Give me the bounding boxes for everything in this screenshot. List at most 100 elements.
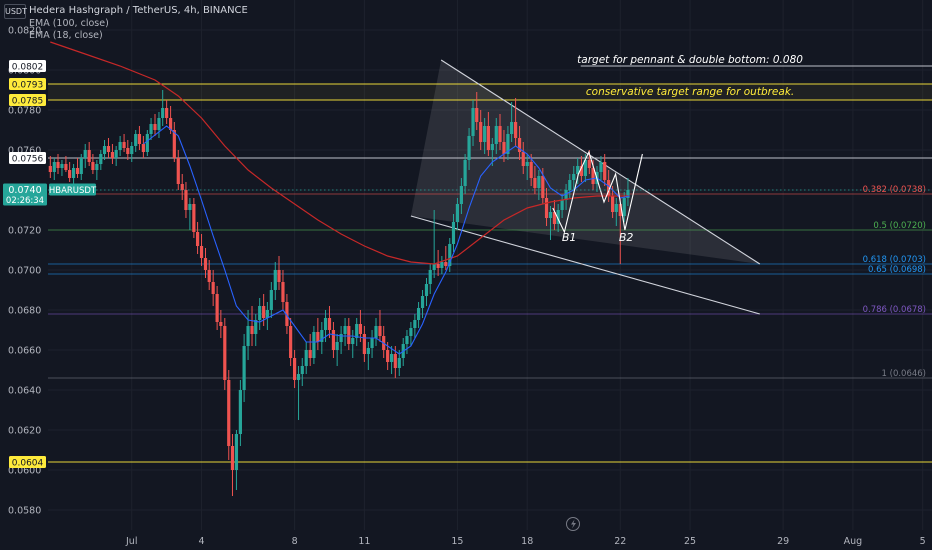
candle-body xyxy=(560,200,564,210)
x-axis-tick-label: 18 xyxy=(521,536,533,547)
candle xyxy=(223,318,227,390)
candle-body xyxy=(312,332,316,358)
legend-ema100[interactable]: EMA (100, close) xyxy=(29,18,109,29)
candle xyxy=(106,138,111,158)
y-axis-tick-label: 0.0600 xyxy=(8,466,41,477)
y-axis-tick-label: 0.0580 xyxy=(8,506,41,517)
candle xyxy=(83,144,87,168)
candle-body xyxy=(161,108,165,118)
candle-body xyxy=(440,262,444,268)
candle xyxy=(459,178,463,214)
candle-body xyxy=(393,354,397,368)
candle xyxy=(455,198,460,230)
candle xyxy=(102,140,107,160)
candle xyxy=(296,366,301,420)
candle xyxy=(374,318,378,346)
candle-body xyxy=(459,186,463,204)
candle-body xyxy=(242,346,246,390)
candle xyxy=(552,200,557,230)
candle xyxy=(79,154,83,180)
candle-body xyxy=(215,294,219,322)
candle-body xyxy=(60,164,64,168)
candle-body xyxy=(172,130,176,158)
candle xyxy=(188,198,192,230)
candle-body xyxy=(467,136,471,160)
pennant-lower-line xyxy=(410,215,761,315)
candle-body xyxy=(579,166,584,176)
candle-body xyxy=(254,320,258,334)
candle-body xyxy=(517,138,522,152)
y-axis-tick-label: 0.0660 xyxy=(8,346,41,357)
candle xyxy=(110,144,115,164)
legend-ema18[interactable]: EMA (18, close) xyxy=(29,30,103,41)
candle-body xyxy=(126,148,130,154)
candle xyxy=(440,256,444,274)
candle xyxy=(467,128,471,170)
candle-body xyxy=(537,176,541,188)
candle-body xyxy=(68,170,72,178)
candle xyxy=(269,282,273,318)
price-mark: 0.0756 xyxy=(9,152,46,165)
candle-body xyxy=(483,126,487,142)
candle xyxy=(289,318,293,366)
candle-body xyxy=(358,324,363,334)
candle xyxy=(273,262,277,300)
candle-body xyxy=(149,124,153,134)
candle xyxy=(246,310,250,360)
candle-body xyxy=(176,158,180,184)
candle xyxy=(87,142,91,166)
price-mark-badge xyxy=(9,94,46,106)
candle-body xyxy=(502,142,506,154)
candle xyxy=(475,92,479,130)
price-mark-label: 0.0604 xyxy=(12,459,44,469)
price-mark-label: 0.0802 xyxy=(12,63,44,73)
candle-body xyxy=(448,244,452,266)
price-mark-badge xyxy=(9,60,46,72)
candle-body xyxy=(389,354,394,362)
candle xyxy=(157,112,161,138)
candle xyxy=(416,302,421,328)
candle-body xyxy=(572,174,576,180)
candle xyxy=(316,318,320,350)
x-axis-tick-label: 22 xyxy=(614,536,626,547)
candle xyxy=(576,158,580,184)
x-axis-tick-label: 11 xyxy=(358,536,370,547)
candle-body xyxy=(219,322,223,326)
countdown-timer: 02:26:34 xyxy=(6,196,44,206)
candle-body xyxy=(513,122,518,138)
candle xyxy=(308,334,312,366)
candle xyxy=(118,136,122,156)
candle xyxy=(370,330,374,358)
candle-body xyxy=(599,162,603,172)
ema18-line xyxy=(143,125,630,355)
candle-body xyxy=(490,144,494,150)
candle xyxy=(312,326,316,364)
candle-body xyxy=(451,222,456,244)
candle-body xyxy=(618,204,622,216)
candle-body xyxy=(145,134,149,152)
candle xyxy=(254,314,258,346)
candle-body xyxy=(548,212,553,218)
candle-body xyxy=(416,308,421,320)
currency-badge[interactable]: USDT xyxy=(4,4,27,19)
candle xyxy=(327,306,332,338)
candle-body xyxy=(285,302,289,326)
candle-body xyxy=(64,164,68,170)
candle xyxy=(277,256,281,290)
candle xyxy=(172,122,176,162)
candle-body xyxy=(83,150,87,158)
candle-body xyxy=(300,366,304,374)
candle-body xyxy=(471,108,475,136)
candle-body xyxy=(199,246,204,258)
candle xyxy=(165,100,169,124)
candle xyxy=(91,154,95,174)
candle xyxy=(304,342,308,374)
candle-body xyxy=(541,176,545,198)
candle xyxy=(626,178,630,206)
candle-body xyxy=(223,326,227,380)
candle-body xyxy=(265,310,269,318)
candle-body xyxy=(281,282,285,302)
candle-body xyxy=(463,160,467,186)
